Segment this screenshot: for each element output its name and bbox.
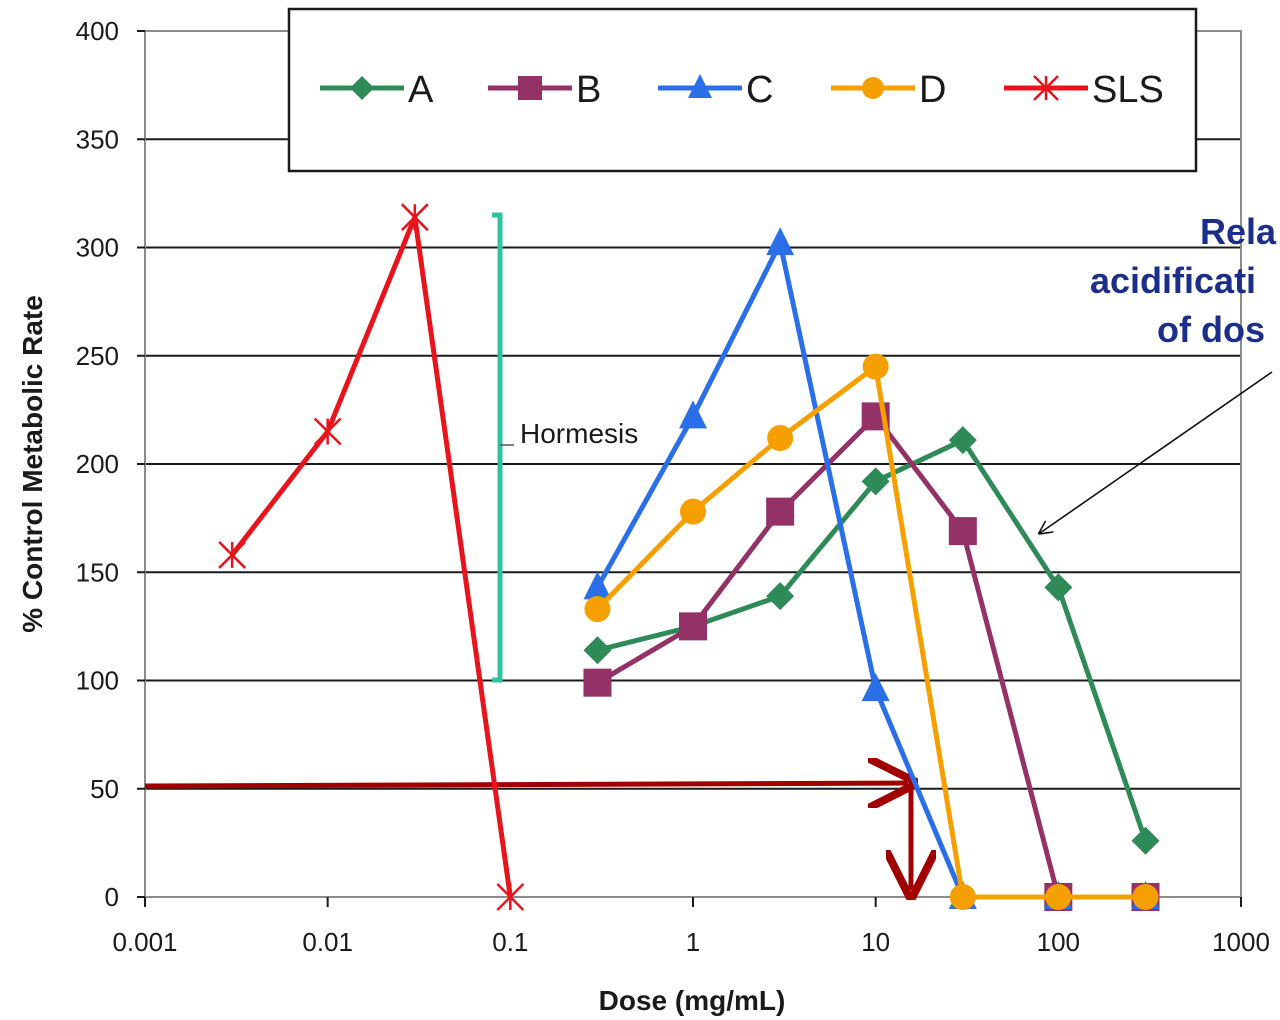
legend-label: D xyxy=(919,69,946,111)
y-tick-label: 400 xyxy=(76,16,119,46)
y-tick-label: 50 xyxy=(90,774,119,804)
legend-item-sls: SLS xyxy=(1004,69,1164,111)
marker-triangle xyxy=(679,400,707,429)
series-sls xyxy=(218,203,525,911)
y-tick-label: 100 xyxy=(76,666,119,696)
marker-square xyxy=(679,612,707,641)
x-tick-label: 0.01 xyxy=(302,927,353,957)
series-line-a xyxy=(596,437,1148,842)
marker-triangle xyxy=(861,673,890,702)
series-c xyxy=(583,227,1160,909)
x-tick-label: 10 xyxy=(861,927,890,957)
marker-triangle xyxy=(583,571,612,600)
note-arrow xyxy=(1040,371,1273,533)
y-tick-label: 350 xyxy=(76,124,119,154)
legend-item-d: D xyxy=(831,69,946,111)
note-line-3: of dos xyxy=(1157,309,1265,350)
marker-star xyxy=(1033,75,1059,101)
legend-label: C xyxy=(746,69,773,111)
legend-item-b: B xyxy=(488,69,601,111)
marker-triangle xyxy=(766,227,795,256)
marker-square xyxy=(948,517,977,546)
hormesis-bracket: Hormesis xyxy=(492,212,638,683)
legend: A B C D SLS xyxy=(287,7,1198,173)
marker-triangle xyxy=(688,74,712,98)
series-line-sls xyxy=(230,214,513,898)
marker-square xyxy=(583,668,612,697)
marker-diamond xyxy=(948,426,977,455)
hormesis-label: Hormesis xyxy=(520,418,638,449)
marker-diamond xyxy=(583,636,612,665)
legend-label: B xyxy=(576,69,601,111)
marker-square xyxy=(518,76,542,100)
x-tick-label: 0.1 xyxy=(492,927,528,957)
y-axis-ticks: 0 50 100 150 200 250 300 350 400 xyxy=(76,16,145,912)
marker-diamond xyxy=(766,582,795,611)
marker-circle xyxy=(949,884,976,910)
marker-square xyxy=(766,497,795,526)
marker-star xyxy=(218,541,247,569)
x-tick-label: 0.001 xyxy=(112,927,177,957)
marker-diamond xyxy=(861,467,890,496)
marker-star xyxy=(313,417,342,446)
y-tick-label: 250 xyxy=(76,341,119,371)
marker-circle xyxy=(584,596,611,623)
y-tick-label: 200 xyxy=(76,449,119,479)
ec50-arrows xyxy=(144,783,911,890)
x-axis-ticks: 0.001 0.01 0.1 1 10 100 1000 xyxy=(112,897,1270,957)
x-tick-label: 100 xyxy=(1037,927,1080,957)
note-line-1: Rela xyxy=(1200,211,1277,252)
x-axis-title: Dose (mg/mL) xyxy=(599,985,786,1016)
x-tick-label: 1 xyxy=(686,927,700,957)
marker-circle xyxy=(862,353,889,380)
series-layer xyxy=(218,203,1160,911)
legend-item-c: C xyxy=(658,69,773,111)
marker-star xyxy=(400,203,429,232)
marker-circle xyxy=(680,498,706,525)
marker-circle xyxy=(1045,884,1072,910)
legend-label: A xyxy=(408,69,434,111)
marker-circle xyxy=(767,425,794,452)
marker-circle xyxy=(862,77,884,99)
y-axis-title: % Control Metabolic Rate xyxy=(17,295,48,633)
legend-label: SLS xyxy=(1092,69,1164,111)
marker-star xyxy=(496,883,525,911)
series-d xyxy=(584,353,1159,910)
annotation-note: Rela acidificati of dos xyxy=(1040,211,1277,533)
y-tick-label: 150 xyxy=(76,557,119,587)
marker-circle xyxy=(1132,884,1159,910)
legend-item-a: A xyxy=(320,69,434,111)
note-line-2: acidificati xyxy=(1090,260,1256,301)
y-tick-label: 0 xyxy=(105,882,119,912)
series-line-c xyxy=(595,240,1146,900)
x-tick-label: 1000 xyxy=(1212,927,1270,957)
marker-diamond xyxy=(1131,826,1160,855)
y-tick-label: 300 xyxy=(76,233,119,263)
marker-diamond xyxy=(350,76,374,100)
marker-diamond xyxy=(1044,573,1073,602)
